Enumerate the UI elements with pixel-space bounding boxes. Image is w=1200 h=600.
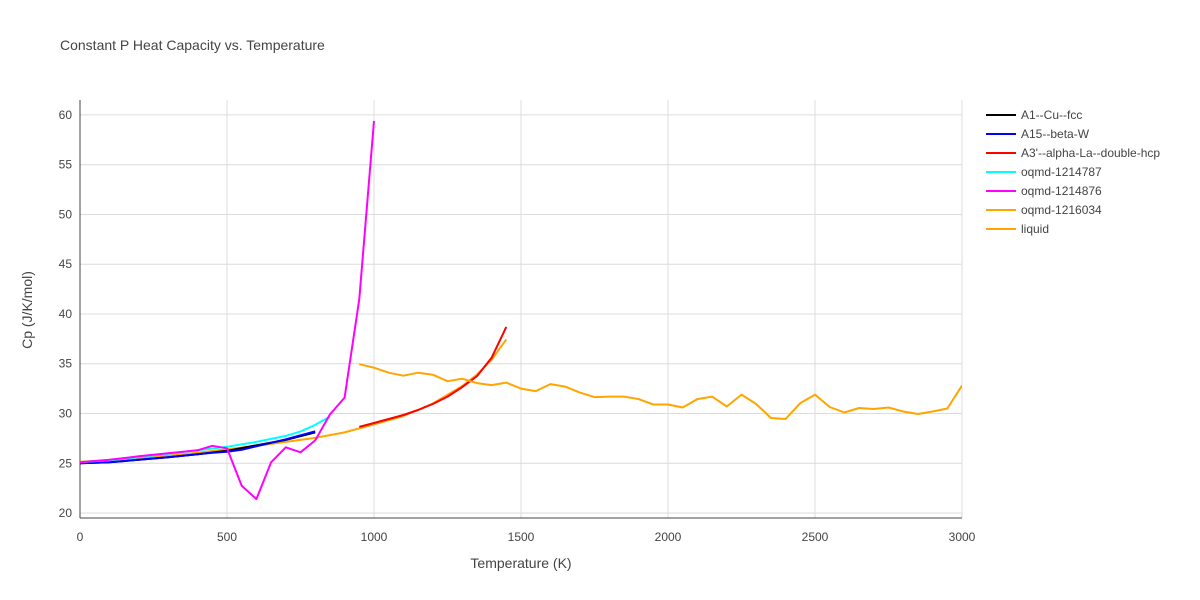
- series-line-A15--beta-W: [80, 430, 316, 465]
- legend-label: A1--Cu--fcc: [1021, 108, 1082, 122]
- x-tick-label: 500: [217, 530, 237, 544]
- series-line-liquid: [359, 363, 962, 420]
- y-tick-label: 20: [59, 506, 73, 520]
- y-tick-label: 60: [59, 108, 73, 122]
- y-tick-label: 35: [59, 357, 73, 371]
- axes: [79, 100, 962, 519]
- y-tick-label: 50: [59, 207, 73, 221]
- x-tick-label: 2000: [655, 530, 682, 544]
- legend-label: oqmd-1214787: [1021, 165, 1102, 179]
- legend-label: oqmd-1216034: [1021, 203, 1102, 217]
- x-tick-label: 3000: [949, 530, 976, 544]
- y-tick-label: 45: [59, 257, 73, 271]
- y-tick-label: 25: [59, 456, 73, 470]
- chart-title: Constant P Heat Capacity vs. Temperature: [60, 37, 325, 53]
- legend-label: A3'--alpha-La--double-hcp: [1021, 146, 1160, 160]
- x-tick-label: 2500: [802, 530, 829, 544]
- legend-label: A15--beta-W: [1021, 127, 1090, 141]
- y-tick-label: 55: [59, 158, 73, 172]
- series-line-oqmd-1214876: [80, 120, 375, 501]
- grid: [80, 100, 963, 518]
- x-tick-label: 1000: [361, 530, 388, 544]
- x-tick-label: 0: [77, 530, 84, 544]
- x-tick-label: 1500: [508, 530, 535, 544]
- legend-label: oqmd-1214876: [1021, 184, 1102, 198]
- series-line-A3'--alpha-La--double-hcp: [359, 326, 508, 428]
- y-tick-label: 30: [59, 407, 73, 421]
- series-layer: [80, 120, 962, 501]
- legend-label: liquid: [1021, 222, 1049, 236]
- y-axis-title: Cp (J/K/mol): [19, 271, 35, 349]
- legend: A1--Cu--fcc A15--beta-W A3'--alpha-La--dou…: [986, 108, 1160, 236]
- x-axis-title: Temperature (K): [470, 555, 571, 571]
- y-tick-label: 40: [59, 307, 73, 321]
- tick-labels: 0 500 1000 1500 2000 2500 3000 20 25 30 35 40 45 50 55…: [59, 108, 976, 544]
